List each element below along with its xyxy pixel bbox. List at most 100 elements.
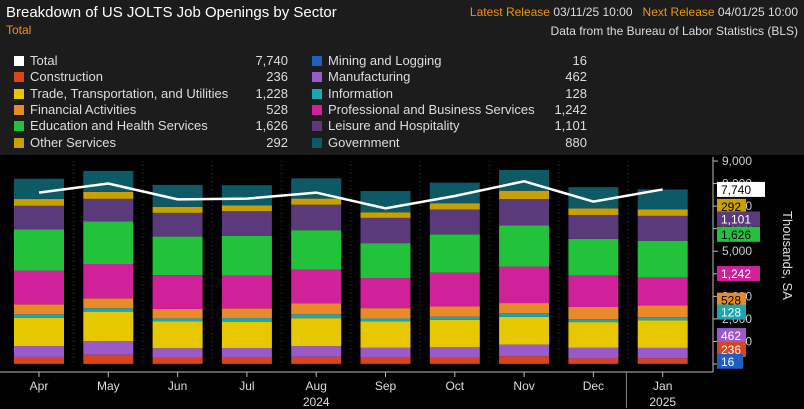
value-tag-professional-and-business-services — [717, 266, 760, 282]
legend-value: 1,101 — [554, 118, 587, 134]
bar-segment-information — [83, 308, 134, 312]
bar-segment-education-and-health-services — [152, 236, 203, 276]
bar-segment-information — [637, 317, 688, 321]
bar-segment-manufacturing — [291, 346, 342, 357]
bar-segment-manufacturing — [14, 346, 64, 357]
value-tag-label: 1,626 — [721, 228, 751, 242]
bar-segment-financial-activities — [291, 303, 342, 315]
bar-segment-education-and-health-services — [360, 243, 411, 279]
bar-segment-leisure-and-hospitality — [291, 204, 342, 231]
year-label: 2024 — [303, 395, 330, 409]
bar-segment-construction — [360, 357, 411, 364]
legend-label: Other Services — [30, 134, 116, 150]
bar-segment-information — [429, 316, 480, 320]
legend-value: 880 — [565, 134, 587, 150]
legend-label: Information — [328, 85, 394, 101]
y-tick-label: 5,000 — [722, 244, 752, 258]
bar-segment-financial-activities — [499, 303, 550, 314]
legend-label: Manufacturing — [328, 69, 411, 85]
bar-segment-construction — [221, 357, 272, 364]
legend-value: 528 — [266, 101, 288, 117]
y-tick-label: 9,000 — [722, 155, 752, 168]
total-line — [38, 180, 663, 210]
legend-label: Trade, Transportation, and Utilities — [30, 85, 229, 101]
value-tag-label: 236 — [721, 343, 741, 357]
bar-segment-trade-transportation-and-utilities — [429, 319, 480, 348]
x-tick-label: Nov — [513, 379, 534, 393]
value-tag-information — [717, 304, 746, 320]
bar-segment-other-services — [568, 208, 619, 215]
year-label: 2025 — [649, 395, 676, 409]
value-tag-label: 1,242 — [721, 267, 751, 281]
bar-segment-other-services — [221, 205, 272, 212]
bar-segment-mining-and-logging — [291, 363, 342, 364]
bar-segment-leisure-and-hospitality — [637, 215, 688, 241]
bar-segment-leisure-and-hospitality — [429, 209, 480, 235]
legend-swatch — [312, 88, 322, 99]
bar-segment-professional-and-business-services — [152, 275, 203, 309]
next-release-label: Next Release — [642, 5, 715, 19]
bar-segment-financial-activities — [360, 308, 411, 319]
bar-segment-leisure-and-hospitality — [152, 212, 203, 237]
legend-label: Construction — [30, 69, 103, 85]
value-tag-label: 528 — [721, 294, 741, 308]
legend-label: Financial Activities — [30, 101, 137, 117]
legend-swatch — [312, 56, 322, 66]
bar-segment-construction — [637, 358, 688, 364]
legend-value: 1,242 — [554, 101, 587, 117]
bar-segment-construction — [291, 356, 342, 364]
legend-value: 292 — [266, 134, 288, 150]
bar-segment-manufacturing — [637, 347, 688, 359]
bar-segment-trade-transportation-and-utilities — [568, 322, 619, 348]
bar-segment-information — [152, 318, 203, 322]
bar-segment-construction — [568, 358, 619, 364]
x-tick-label: May — [97, 379, 120, 393]
legend-label: Government — [328, 134, 400, 150]
bar-segment-education-and-health-services — [429, 234, 480, 273]
bar-segment-professional-and-business-services — [14, 270, 64, 305]
bar-segment-financial-activities — [83, 298, 134, 309]
bar-segment-construction — [499, 356, 550, 364]
legend-value: 16 — [572, 53, 587, 68]
data-source: Data from the Bureau of Labor Statistics… — [550, 24, 798, 38]
bar-segment-trade-transportation-and-utilities — [499, 316, 550, 345]
next-release-value: 04/01/25 10:00 — [717, 5, 798, 19]
bar-segment-professional-and-business-services — [429, 272, 480, 307]
value-tag-mining-and-logging — [717, 353, 743, 369]
bar-segment-information — [14, 314, 64, 318]
value-tag-financial-activities — [717, 292, 746, 308]
bar-segment-financial-activities — [429, 306, 480, 317]
chart-title: Breakdown of US JOLTS Job Openings by Se… — [6, 4, 337, 21]
bar-segment-mining-and-logging — [14, 363, 64, 364]
bar-segment-trade-transportation-and-utilities — [152, 321, 203, 349]
bar-segment-education-and-health-services — [83, 221, 134, 265]
bar-segment-financial-activities — [637, 305, 688, 318]
bar-segment-manufacturing — [152, 348, 203, 358]
bar-segment-other-services — [83, 191, 134, 199]
legend-swatch — [14, 88, 24, 99]
bar-segment-professional-and-business-services — [360, 278, 411, 309]
bar-segment-leisure-and-hospitality — [14, 205, 64, 230]
bar-segment-information — [291, 314, 342, 319]
bar-segment-other-services — [14, 199, 64, 206]
bar-segment-information — [221, 318, 272, 322]
value-tag-label: 462 — [721, 329, 741, 343]
value-tag-label: 128 — [721, 306, 741, 320]
bar-segment-education-and-health-services — [568, 238, 619, 276]
bar-segment-professional-and-business-services — [499, 266, 550, 304]
value-tag-education-and-health-services — [717, 226, 760, 242]
x-tick-label: Apr — [30, 379, 49, 393]
bar-segment-manufacturing — [429, 347, 480, 358]
bar-segment-leisure-and-hospitality — [360, 217, 411, 244]
chart-header: Breakdown of US JOLTS Job Openings by Se… — [0, 0, 804, 155]
bar-segment-professional-and-business-services — [83, 264, 134, 299]
bar-segment-government — [637, 189, 688, 210]
bar-segment-government — [152, 184, 203, 207]
legend-swatch — [14, 137, 24, 148]
legend-value: 462 — [565, 69, 587, 85]
bar-segment-construction — [429, 357, 480, 364]
bar-segment-financial-activities — [152, 308, 203, 319]
bar-segment-education-and-health-services — [291, 230, 342, 270]
bar-segment-manufacturing — [499, 344, 550, 357]
value-tag-manufacturing — [717, 328, 746, 344]
